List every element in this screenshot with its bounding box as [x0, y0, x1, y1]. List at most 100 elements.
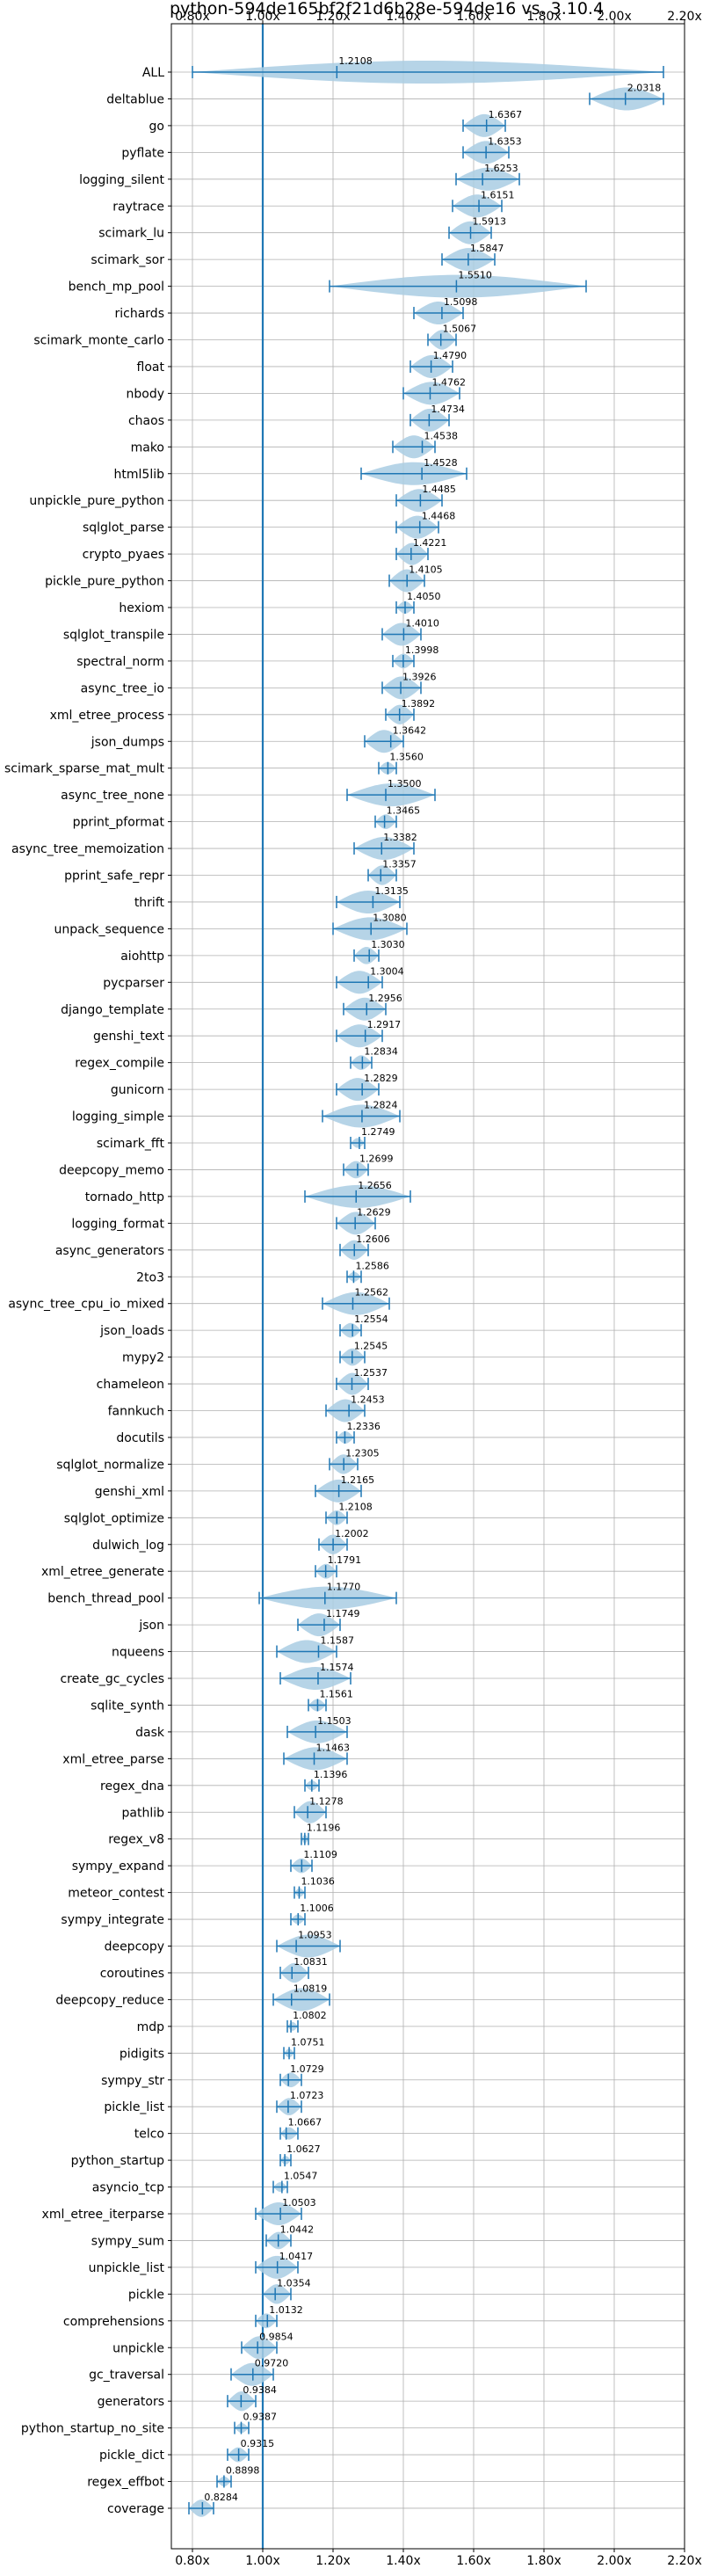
x-tick-label-bottom: 1.00x: [245, 2554, 279, 2568]
category-label: nqueens: [112, 1646, 164, 1660]
median-value-label: 1.1791: [328, 1554, 362, 1566]
median-value-label: 1.1463: [316, 1742, 351, 1753]
median-value-label: 1.4528: [424, 457, 458, 469]
category-label: richards: [115, 307, 165, 321]
category-label: regex_v8: [108, 1833, 164, 1847]
category-label: async_tree_none: [61, 789, 164, 803]
category-label: coverage: [107, 2502, 164, 2516]
category-label: bench_mp_pool: [69, 280, 164, 295]
category-label: genshi_xml: [95, 1485, 164, 1499]
category-label: spectral_norm: [76, 655, 164, 669]
median-value-label: 1.2917: [367, 1019, 402, 1030]
category-label: sqlglot_optimize: [64, 1511, 164, 1525]
median-value-label: 1.0831: [294, 1956, 328, 1968]
median-value-label: 1.4790: [433, 350, 467, 361]
category-label: fannkuch: [108, 1405, 164, 1419]
category-label: generators: [98, 2395, 164, 2409]
x-tick-label-bottom: 2.00x: [597, 2554, 631, 2568]
median-value-label: 1.2749: [361, 1126, 395, 1138]
median-value-label: 1.1587: [320, 1635, 354, 1647]
median-value-label: 1.0503: [282, 2197, 316, 2209]
median-value-label: 1.4105: [409, 564, 443, 576]
category-label: telco: [134, 2128, 164, 2142]
median-value-label: 1.3382: [383, 832, 417, 843]
median-value-label: 1.3030: [371, 939, 405, 950]
median-value-label: 1.0729: [290, 2063, 324, 2075]
median-value-label: 1.2545: [354, 1341, 388, 1352]
median-value-label: 1.3004: [370, 965, 404, 977]
category-label: sqlglot_transpile: [63, 628, 164, 642]
median-value-label: 1.6367: [489, 109, 523, 120]
median-value-label: 1.3926: [402, 671, 437, 682]
category-label: unpickle_pure_python: [29, 494, 164, 508]
category-label: 2to3: [136, 1270, 164, 1284]
median-value-label: 1.2305: [345, 1447, 380, 1459]
category-label: chaos: [128, 414, 164, 428]
median-value-label: 1.4221: [413, 537, 447, 549]
category-label: sqlglot_normalize: [56, 1458, 164, 1472]
category-label: pathlib: [122, 1806, 165, 1820]
median-value-label: 0.9720: [255, 2358, 289, 2369]
median-value-label: 1.0417: [279, 2251, 314, 2262]
median-value-label: 1.0354: [277, 2277, 311, 2289]
category-label: json_loads: [99, 1324, 164, 1338]
category-label: pickle: [128, 2288, 164, 2302]
category-label: logging_format: [71, 1217, 164, 1231]
category-label: mako: [131, 440, 164, 455]
median-value-label: 1.6151: [481, 189, 515, 200]
label-layer: ALL deltablue go pyflate logging_silentraytr…: [4, 55, 661, 2516]
median-value-label: 1.1196: [307, 1823, 341, 1834]
median-value-label: 1.2586: [355, 1260, 389, 1271]
median-value-label: 1.2108: [338, 55, 373, 67]
x-tick-label-bottom: 1.20x: [315, 2554, 350, 2568]
median-value-label: 0.8284: [204, 2492, 237, 2503]
category-label: dulwich_log: [92, 1539, 164, 1553]
median-value-label: 1.1749: [326, 1608, 360, 1619]
x-tick-label-bottom: 1.40x: [386, 2554, 420, 2568]
median-value-label: 1.2829: [364, 1073, 398, 1084]
median-value-label: 1.3465: [387, 805, 421, 817]
x-tick-label-bottom: 1.60x: [456, 2554, 490, 2568]
category-label: async_generators: [55, 1244, 164, 1258]
category-label: scimark_sparse_mat_mult: [4, 762, 164, 776]
category-label: regex_effbot: [87, 2476, 164, 2490]
median-value-label: 1.1278: [309, 1795, 344, 1807]
median-value-label: 2.0318: [627, 82, 662, 93]
category-label: regex_compile: [75, 1057, 164, 1071]
category-label: logging_silent: [79, 173, 164, 187]
median-value-label: 1.1396: [314, 1769, 348, 1780]
median-value-label: 1.1770: [327, 1582, 361, 1593]
category-label: python_startup: [71, 2154, 164, 2168]
median-value-label: 1.2002: [335, 1528, 369, 1539]
median-value-label: 1.1036: [301, 1876, 335, 1888]
category-label: mdp: [137, 2020, 165, 2034]
median-value-label: 1.5510: [458, 270, 492, 281]
category-label: deepcopy_memo: [59, 1163, 164, 1177]
category-label: meteor_contest: [68, 1887, 164, 1901]
category-label: unpickle_list: [89, 2261, 165, 2275]
category-label: logging_simple: [72, 1110, 164, 1124]
category-label: python_startup_no_site: [21, 2422, 164, 2436]
category-label: json: [138, 1619, 164, 1633]
category-label: nbody: [127, 387, 165, 401]
category-label: asyncio_tcp: [92, 2181, 164, 2195]
x-tick-label-top: 1.00x: [245, 10, 279, 24]
category-label: pickle_list: [104, 2100, 164, 2114]
median-value-label: 1.3135: [374, 885, 409, 897]
category-label: chameleon: [97, 1378, 164, 1392]
median-value-label: 1.2165: [341, 1474, 375, 1486]
median-value-label: 1.1561: [319, 1688, 353, 1699]
median-value-label: 1.1109: [303, 1849, 337, 1860]
median-value-label: 1.3998: [405, 644, 439, 656]
median-value-label: 1.0751: [291, 2036, 325, 2048]
category-label: json_dumps: [91, 735, 164, 749]
category-label: xml_etree_generate: [41, 1565, 164, 1579]
median-value-label: 1.4050: [407, 591, 441, 602]
median-value-label: 1.3500: [388, 778, 422, 790]
median-value-label: 1.4538: [424, 430, 459, 441]
category-label: pyflate: [121, 146, 164, 160]
median-value-label: 1.0667: [288, 2117, 323, 2128]
median-value-label: 1.3080: [373, 912, 407, 923]
median-value-label: 1.2606: [356, 1233, 390, 1245]
